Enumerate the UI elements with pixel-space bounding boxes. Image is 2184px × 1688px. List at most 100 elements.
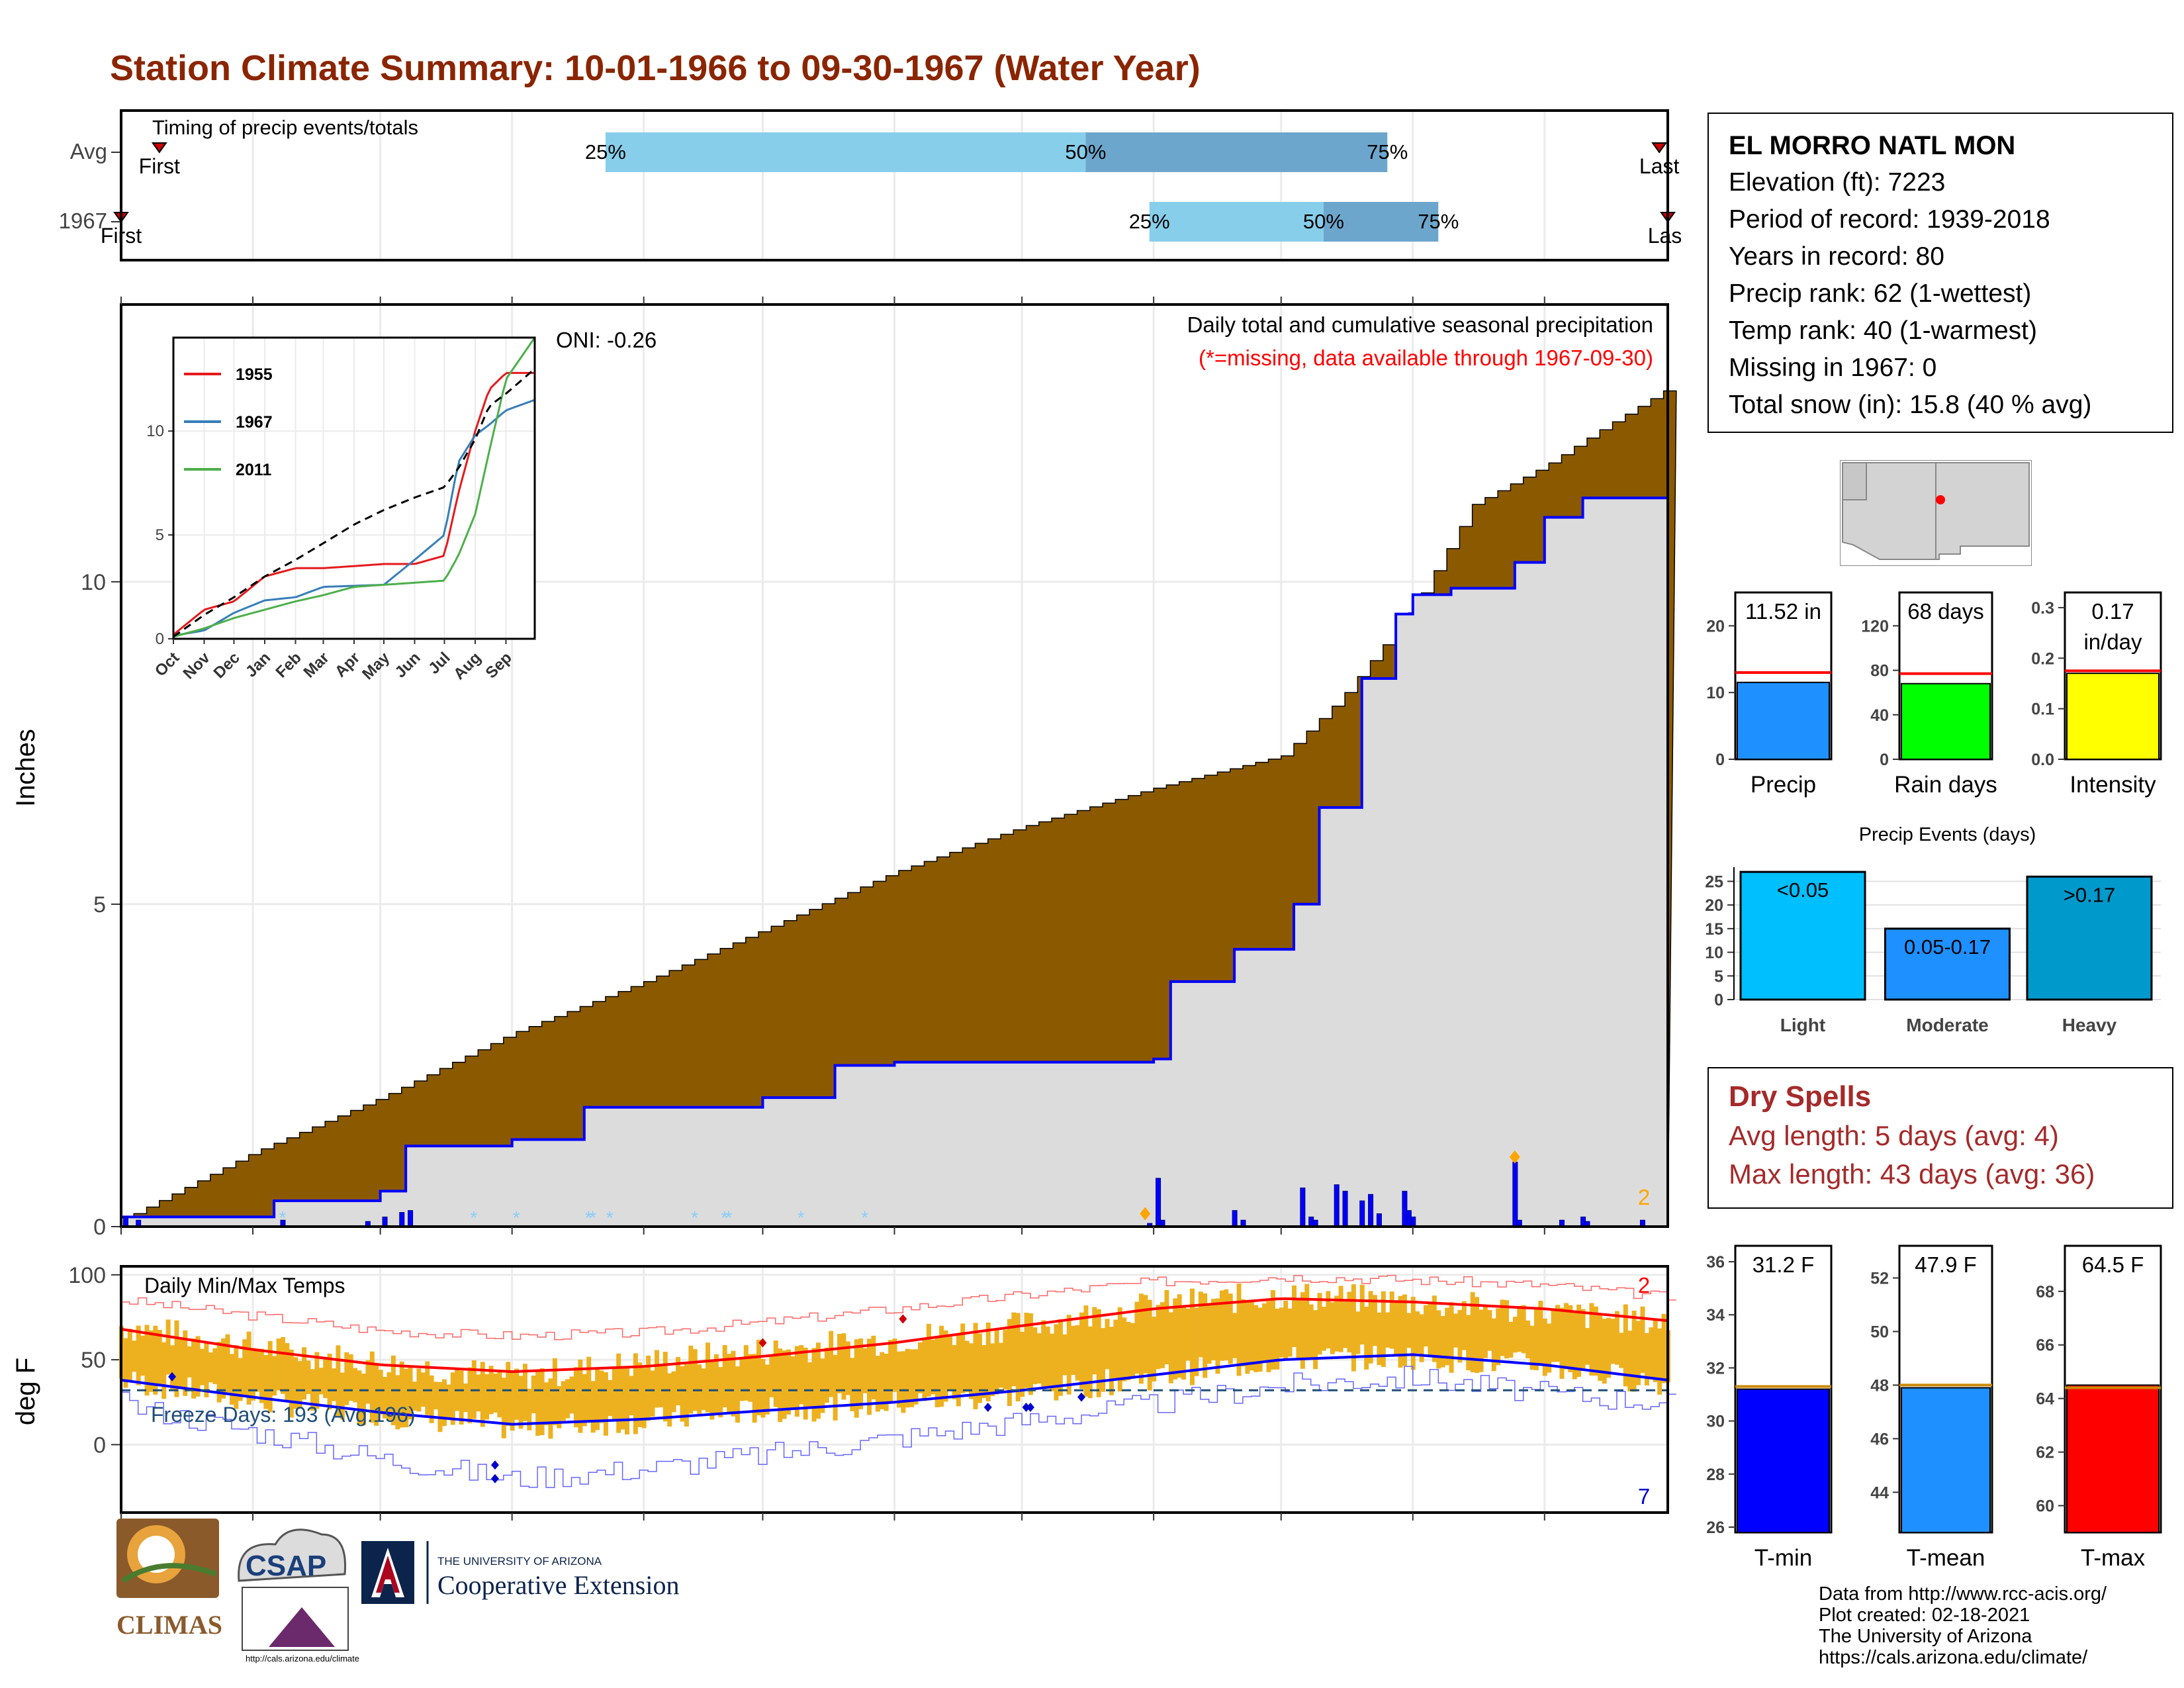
daily-temp-bar [620,1368,625,1430]
daily-temp-bar [267,1340,273,1413]
daily-temp-bar [531,1375,536,1413]
daily-temp-bar [127,1329,132,1382]
daily-temp-bar [539,1368,545,1436]
daily-temp-bar [263,1355,269,1409]
intensity-y-tick-label: 0.2 [2031,649,2054,668]
daily-temp-bar [854,1339,859,1418]
daily-temp-bar [994,1330,999,1395]
daily-temp-bar [1533,1309,1539,1370]
daily-temp-bar [518,1376,523,1429]
daily-temp-bar [1126,1321,1131,1380]
daily-temp-bar [565,1379,570,1419]
daily-temp-bar [1470,1292,1475,1373]
daily-temp-bar [1559,1307,1565,1379]
daily-temp-bar [1168,1312,1173,1383]
daily-temp-bar [123,1338,128,1388]
record-high-count: 2 [1638,1273,1650,1297]
intensity-value-label: 0.17 [2091,599,2134,624]
precip-stats-charts: 0 10 20 11.52 in Precip 0 40 80 120 68 days Rain d… [1705,591,2162,1035]
daily-temp-bar [1041,1320,1046,1389]
record-low-marker [490,1460,499,1470]
daily-temp-bar [960,1323,966,1393]
csap-logo-text: CSAP [246,1550,326,1582]
daily-temp-bar [1134,1301,1140,1374]
inset-series-1967 [173,399,535,637]
daily-temp-bar [1606,1317,1612,1378]
daily-temp-bar [654,1350,659,1408]
avg-tmin-line [120,1353,1668,1426]
daily-temp-bar [790,1356,796,1409]
daily-temp-bar [1101,1328,1106,1392]
daily-temp-bar [650,1370,655,1417]
daily-temp-bar [1479,1309,1484,1372]
daily-precip-bar [1512,1162,1518,1227]
timing-label-25: 25% [585,140,626,164]
spacer [0,99,120,298]
events-category-label: Light [1780,1015,1825,1035]
daily-temp-bar [684,1364,689,1427]
daily-temp-bar [599,1370,604,1423]
daily-temp-bar [446,1384,451,1419]
daily-temp-bar [1410,1297,1416,1370]
precip-annotation: Daily total and cumulative seasonal prec… [1187,312,1653,337]
daily-temp-bar [629,1376,634,1416]
daily-temp-bar [1589,1303,1594,1376]
snow-marker: * [861,1207,868,1228]
events-y-tick-label: 0 [1714,991,1723,1009]
timing-title: Timing of precip events/totals [152,116,418,139]
daily-temp-bar [1482,1305,1488,1358]
daily-temp-bar [582,1374,587,1427]
daily-temp-bar [1572,1312,1577,1380]
daily-precip-bar [1368,1194,1374,1227]
snow-marker: * [279,1207,287,1228]
daily-temp-bar [1147,1299,1152,1391]
daily-temp-bar [1075,1325,1080,1381]
daily-temp-bar [1580,1309,1586,1371]
daily-temp-bar [1079,1312,1084,1389]
inset-avg-line [173,367,535,638]
daily-temp-bar [603,1372,608,1436]
daily-temp-bar [1313,1310,1318,1370]
tmin-y-tick-label: 36 [1706,1253,1725,1272]
daily-temp-bar [947,1335,952,1390]
daily-temp-bar [140,1335,146,1376]
daily-temp-bar [195,1336,201,1397]
precip_total-y-tick-label: 0 [1715,751,1725,769]
intensity-axis-label: Intensity [2070,772,2156,798]
record-high-marker [899,1314,907,1324]
daily-temp-bar [1389,1291,1394,1349]
daily-temp-bar [934,1336,940,1407]
daily-temp-bar [608,1380,613,1417]
max-event-count: 2 [1638,1185,1650,1209]
daily-temp-bar [1330,1302,1335,1354]
timing-label-25: 25% [1129,210,1170,233]
daily-temp-bar [544,1382,549,1425]
y-tick-label: 100 [68,1263,106,1288]
daily-temp-bar [1270,1289,1275,1370]
daily-temp-bar [497,1371,502,1418]
daily-temp-bar [1347,1291,1352,1353]
snow-marker: * [589,1207,596,1228]
daily-temp-bar [1266,1301,1271,1372]
daily-temp-bar [234,1344,239,1409]
daily-temp-bar [981,1345,987,1399]
daily-temp-bar [1338,1286,1343,1352]
tmean-y-tick-label: 52 [1870,1270,1889,1288]
daily-temp-bar [387,1372,392,1421]
daily-temp-bar [786,1349,791,1415]
daily-temp-bar [569,1376,574,1414]
daily-temp-bar [1461,1301,1467,1350]
first-event-marker [151,142,167,154]
daily-temp-bar [433,1382,439,1410]
daily-temp-bar [212,1348,218,1384]
tmax-value-label: 64.5 F [2082,1252,2144,1277]
station-name: EL MORRO NATL MON [1729,131,2016,160]
record-low-marker [1026,1402,1034,1412]
daily-temp-bar [1475,1297,1480,1374]
daily-temp-bar [148,1330,154,1392]
daily-temp-bar [157,1329,162,1387]
daily-temp-bar [1177,1294,1182,1378]
daily-temp-bar [161,1342,167,1399]
timing-label-50: 50% [1065,140,1106,164]
inset-y-tick-label: 10 [146,422,164,440]
